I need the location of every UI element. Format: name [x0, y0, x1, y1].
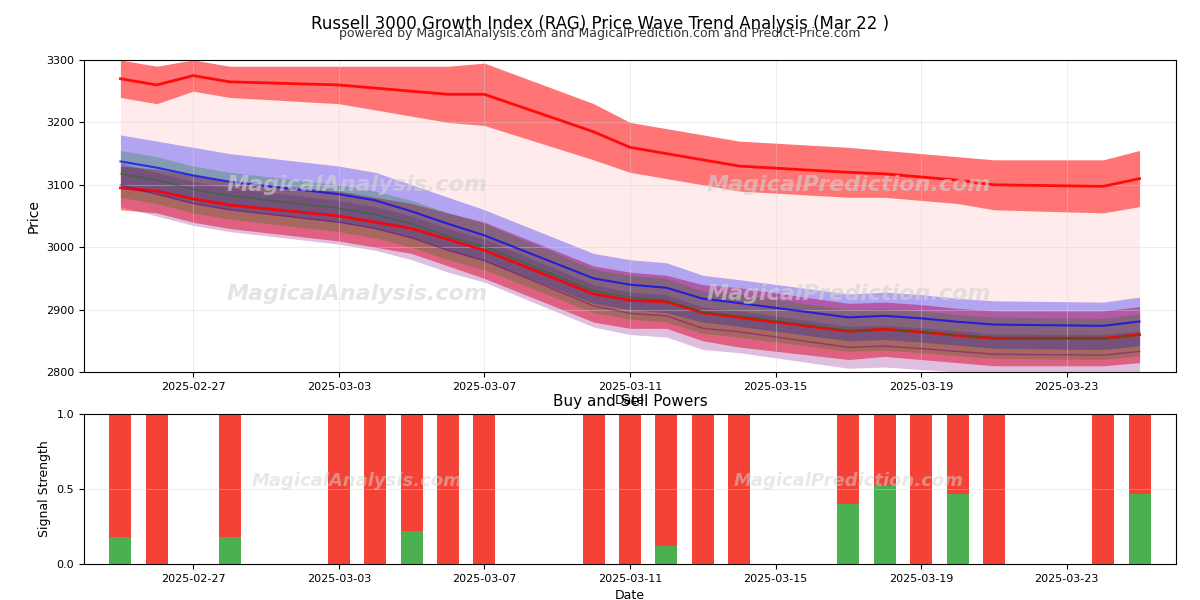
Title: Buy and Sell Powers: Buy and Sell Powers [553, 394, 707, 409]
Bar [619, 414, 641, 564]
Text: MagicalAnalysis.com: MagicalAnalysis.com [227, 175, 487, 195]
Bar [728, 414, 750, 564]
Bar [1092, 414, 1114, 564]
Bar [109, 414, 131, 537]
Text: MagicalAnalysis.com: MagicalAnalysis.com [252, 473, 462, 491]
Bar [911, 414, 932, 564]
Bar [328, 414, 349, 564]
Bar [692, 414, 714, 564]
Bar [655, 546, 677, 564]
Bar [947, 414, 968, 493]
Y-axis label: Signal Strength: Signal Strength [38, 440, 52, 538]
Bar [218, 414, 240, 537]
Bar [437, 414, 458, 564]
Bar [983, 414, 1004, 564]
X-axis label: Date: Date [616, 589, 646, 600]
X-axis label: Date: Date [616, 395, 646, 407]
Text: MagicalPrediction.com: MagicalPrediction.com [733, 473, 964, 491]
Bar [1129, 493, 1151, 564]
Bar [874, 414, 895, 486]
Bar [401, 414, 422, 531]
Bar [838, 414, 859, 504]
Bar [218, 537, 240, 564]
Bar [947, 493, 968, 564]
Text: MagicalPrediction.com: MagicalPrediction.com [706, 284, 991, 304]
Bar [838, 504, 859, 564]
Bar [474, 414, 496, 564]
Bar [109, 537, 131, 564]
Text: Russell 3000 Growth Index (RAG) Price Wave Trend Analysis (Mar 22 ): Russell 3000 Growth Index (RAG) Price Wa… [311, 15, 889, 33]
Bar [146, 414, 168, 564]
Bar [365, 414, 386, 564]
Text: powered by MagicalAnalysis.com and MagicalPrediction.com and Predict-Price.com: powered by MagicalAnalysis.com and Magic… [340, 27, 860, 40]
Bar [655, 414, 677, 546]
Bar [583, 414, 605, 564]
Text: MagicalAnalysis.com: MagicalAnalysis.com [227, 284, 487, 304]
Text: MagicalPrediction.com: MagicalPrediction.com [706, 175, 991, 195]
Bar [401, 531, 422, 564]
Y-axis label: Price: Price [26, 199, 41, 233]
Bar [1129, 414, 1151, 493]
Bar [874, 486, 895, 564]
